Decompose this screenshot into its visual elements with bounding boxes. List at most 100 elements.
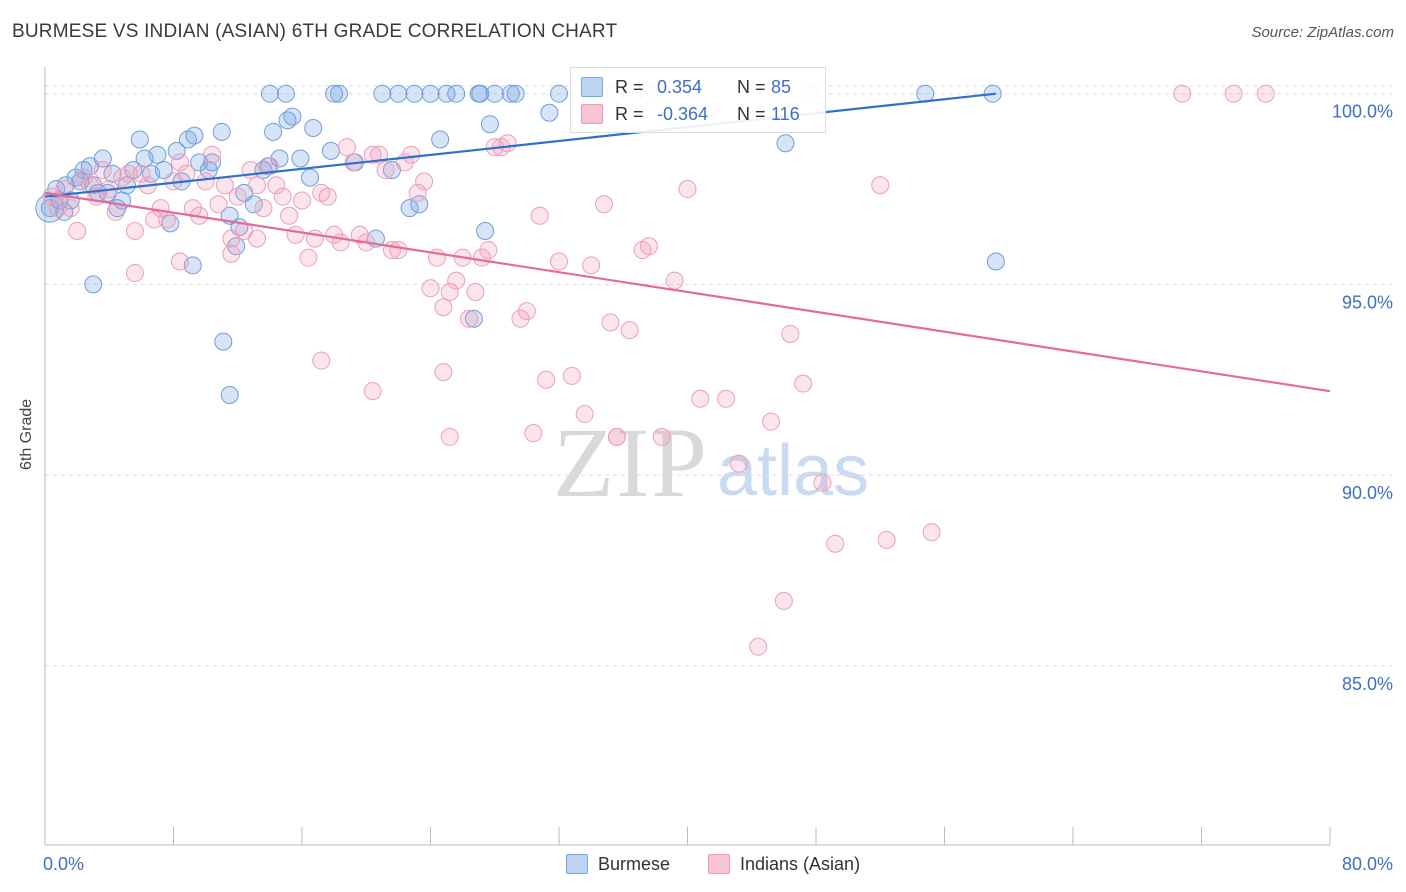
indians-asian-point — [447, 271, 466, 290]
indians-asian-point — [106, 202, 125, 221]
indians-asian-point — [132, 164, 151, 183]
indians-asian-point — [203, 145, 222, 164]
r-label: R = — [615, 76, 644, 97]
indians-asian-point — [293, 191, 311, 210]
y-tick-label: 85.0% — [1342, 674, 1393, 694]
indians-asian-point — [350, 225, 369, 244]
indians-asian-point — [524, 424, 543, 443]
indians-asian-point — [408, 183, 427, 202]
burmese-point — [550, 84, 568, 103]
legend-item-indians[interactable]: Indians (Asian) — [708, 851, 860, 877]
burmese-point — [447, 84, 466, 103]
n-value: 85 — [771, 76, 792, 97]
indians-asian-point — [389, 241, 408, 260]
burmese-legend-label: Burmese — [598, 853, 671, 874]
burmese-point — [260, 84, 279, 103]
indians-asian-point — [607, 427, 626, 446]
burmese-point — [84, 275, 103, 294]
y-tick-label: 100.0% — [1332, 102, 1393, 122]
indians-asian-point — [440, 283, 459, 302]
indians-asian-point — [434, 298, 453, 317]
r-label: R = — [615, 103, 644, 124]
indians-asian-point — [729, 454, 748, 473]
y-tick-label: 95.0% — [1342, 292, 1393, 312]
indians-asian-point — [337, 138, 356, 157]
indians-asian-point — [318, 187, 337, 206]
burmese-point — [464, 309, 483, 328]
n-label: N = — [737, 103, 766, 124]
indians-asian-point — [260, 157, 279, 176]
burmese-point — [506, 84, 525, 103]
indians-asian-point — [466, 283, 485, 302]
indians-asian-point — [228, 187, 247, 206]
burmese-point — [410, 195, 429, 214]
burmese-point — [220, 385, 239, 404]
r-value: 0.354 — [657, 76, 703, 97]
indians-asian-point — [74, 168, 93, 187]
burmese-point — [400, 199, 419, 218]
indians-asian-point — [639, 237, 658, 256]
burmese-point — [185, 126, 204, 145]
y-tick-label: 90.0% — [1342, 483, 1393, 503]
burmese-point — [244, 195, 263, 214]
legend-row-burmese: R = 0.354 N = 85 — [581, 76, 791, 98]
indians-legend-swatch — [708, 854, 730, 874]
indians-asian-points — [42, 84, 1275, 656]
indians-asian-point — [248, 229, 267, 248]
indians-asian-point — [537, 370, 556, 389]
burmese-point — [270, 149, 289, 168]
indians-asian-point — [762, 412, 781, 431]
burmese-point — [148, 145, 167, 164]
burmese-swatch — [581, 77, 603, 97]
indians-asian-point — [498, 134, 517, 153]
indians-asian-point — [68, 221, 87, 240]
burmese-point — [214, 332, 233, 351]
indians-asian-point — [299, 248, 318, 267]
indians-asian-point — [665, 271, 684, 290]
stats-legend: R = 0.354 N = 85 R = -0.364 N = 116 — [570, 67, 826, 133]
indians-asian-point — [421, 279, 440, 298]
burmese-point — [212, 122, 231, 141]
indians-asian-point — [877, 530, 896, 549]
burmese-point — [437, 84, 456, 103]
indians-asian-point — [248, 176, 267, 195]
indians-asian-point — [363, 382, 382, 401]
indians-asian-point — [61, 199, 80, 218]
indians-asian-point — [479, 241, 498, 260]
indians-asian-point — [781, 324, 800, 343]
burmese-point — [301, 168, 320, 187]
x-tick-label-min: 0.0% — [43, 854, 84, 874]
indians-asian-point — [813, 473, 832, 492]
burmese-point — [203, 153, 222, 172]
burmese-point — [471, 84, 490, 103]
indians-asian-point — [286, 225, 305, 244]
indians-asian-point — [550, 252, 568, 271]
indians-swatch — [581, 104, 603, 124]
indians-asian-point — [691, 389, 710, 408]
indians-asian-point — [222, 244, 241, 263]
burmese-point — [103, 164, 122, 183]
burmese-point — [304, 119, 323, 138]
source-label: Source: ZipAtlas.com — [1251, 24, 1394, 41]
burmese-point — [421, 84, 440, 103]
r-value: -0.364 — [657, 103, 709, 124]
indians-asian-point — [1173, 84, 1192, 103]
indians-asian-point — [678, 180, 697, 199]
chart-title: BURMESE VS INDIAN (ASIAN) 6TH GRADE CORR… — [12, 21, 618, 42]
indians-asian-point — [517, 302, 536, 321]
indians-asian-point — [774, 591, 793, 610]
burmese-point — [776, 134, 795, 153]
burmese-point — [264, 122, 283, 141]
legend-item-burmese[interactable]: Burmese — [566, 851, 670, 877]
x-tick-label-max: 80.0% — [1342, 854, 1393, 874]
indians-asian-point — [170, 153, 189, 172]
indians-asian-point — [273, 187, 292, 206]
indians-asian-point — [871, 176, 890, 195]
indians-asian-point — [125, 263, 144, 282]
indians-asian-point — [254, 199, 273, 218]
indians-asian-point — [209, 195, 228, 214]
burmese-points — [35, 84, 1005, 404]
burmese-point — [480, 115, 499, 134]
burmese-point — [405, 84, 424, 103]
burmese-point — [167, 141, 186, 160]
